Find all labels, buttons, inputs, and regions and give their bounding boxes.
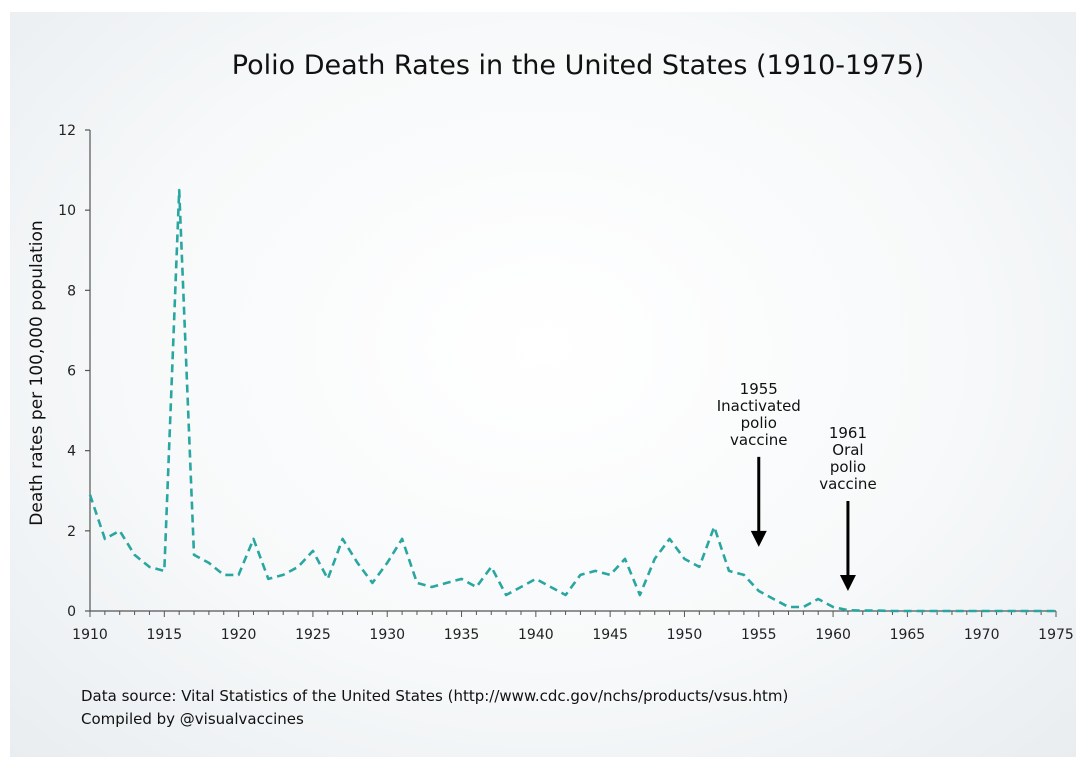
y-tick-label: 12 <box>58 123 76 139</box>
x-tick-label: 1945 <box>592 627 628 643</box>
data-source-note: Data source: Vital Statistics of the Uni… <box>81 687 789 705</box>
y-tick-label: 10 <box>58 203 76 219</box>
y-tick-label: 8 <box>67 283 76 299</box>
x-tick-label: 1925 <box>295 627 331 643</box>
annotation-text: polio <box>830 458 866 476</box>
x-tick-label: 1940 <box>518 627 554 643</box>
axes: 0 2 4 6 8 10 12 1910 1915 1920 1925 1930 1935 1940 194… <box>58 123 1074 643</box>
annotation-text: vaccine <box>819 475 876 493</box>
x-tick-label: 1975 <box>1038 627 1074 643</box>
chart-background <box>10 12 1076 757</box>
y-axis-label: Death rates per 100,000 population <box>27 220 47 525</box>
x-tick-label: 1955 <box>741 627 777 643</box>
y-tick-label: 0 <box>67 604 76 620</box>
x-tick-label: 1910 <box>72 627 108 643</box>
y-tick-label: 6 <box>67 364 76 380</box>
annotation-arrow-head <box>750 530 767 547</box>
x-tick-label: 1965 <box>890 627 926 643</box>
annotation-text: polio <box>741 414 777 432</box>
annotation-text: Oral <box>832 441 863 459</box>
annotation-text: Inactivated <box>717 397 801 415</box>
x-tick-label: 1950 <box>667 627 703 643</box>
x-tick-label: 1930 <box>369 627 405 643</box>
compiled-by-note: Compiled by @visualvaccines <box>81 710 304 728</box>
x-tick-label: 1970 <box>964 627 1000 643</box>
annotation-text: vaccine <box>730 431 787 449</box>
y-tick-label: 2 <box>67 524 76 540</box>
x-tick-label: 1935 <box>444 627 480 643</box>
x-tick-label: 1960 <box>815 627 851 643</box>
chart-title: Polio Death Rates in the United States (… <box>232 50 924 81</box>
series-layer <box>88 188 1056 613</box>
y-tick-label: 4 <box>67 444 76 460</box>
x-tick-label: 1920 <box>221 627 257 643</box>
annotation-text: 1955 <box>740 380 778 398</box>
annotation-arrow-head <box>839 574 856 591</box>
x-tick-label: 1915 <box>146 627 182 643</box>
death-rate-line <box>88 188 1056 613</box>
annotation-text: 1961 <box>829 424 867 442</box>
